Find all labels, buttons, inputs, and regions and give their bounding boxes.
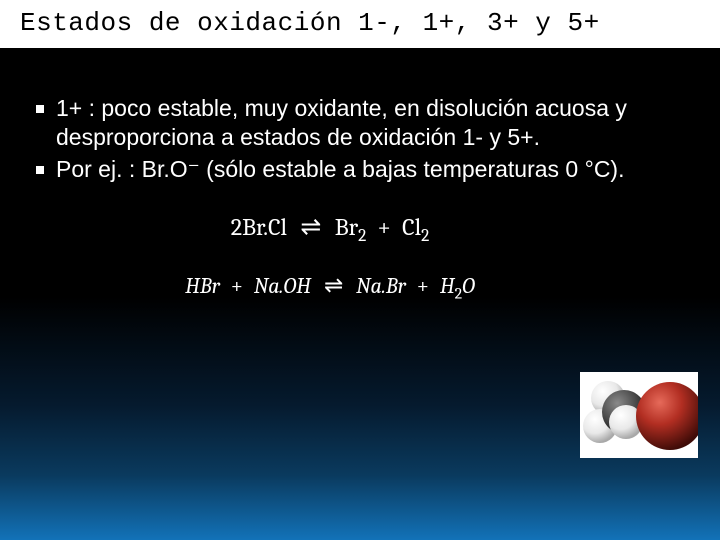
eq2-a: HBr xyxy=(185,273,220,299)
slide-title: Estados de oxidación 1-, 1+, 3+ y 5+ xyxy=(0,0,720,48)
eq2-c: Na.Br xyxy=(356,273,406,299)
eq1-rhs-a: Br xyxy=(335,213,358,241)
plus-icon: + xyxy=(411,273,435,299)
plus-icon: + xyxy=(372,213,397,241)
molecule-image xyxy=(580,372,698,458)
slide-content: 1+ : poco estable, muy oxidante, en diso… xyxy=(0,48,720,303)
eq1-rhs-b: Cl xyxy=(402,213,421,241)
eq2-d-o: O xyxy=(462,273,475,299)
bullet-item: 1+ : poco estable, muy oxidante, en diso… xyxy=(28,94,672,153)
equation-1: 2Br.Cl ⇌ Br2 + Cl2 xyxy=(0,212,672,246)
equilibrium-arrow-icon: ⇌ xyxy=(292,213,329,242)
equations-block: 2Br.Cl ⇌ Br2 + Cl2 HBr + Na.OH ⇌ Na.Br +… xyxy=(28,212,672,302)
equilibrium-arrow-icon: ⇌ xyxy=(316,272,351,299)
eq2-b: Na.OH xyxy=(254,273,311,299)
bullet-item: Por ej. : Br.O⁻ (sólo estable a bajas te… xyxy=(28,155,672,184)
plus-icon: + xyxy=(225,273,249,299)
eq2-d-sub: 2 xyxy=(455,285,462,303)
bullet-list: 1+ : poco estable, muy oxidante, en diso… xyxy=(28,94,672,184)
eq2-d-h: H xyxy=(440,273,455,299)
equation-2: HBr + Na.OH ⇌ Na.Br + H2O xyxy=(0,272,672,302)
eq1-rhs-a-sub: 2 xyxy=(358,226,366,246)
eq1-rhs-b-sub: 2 xyxy=(421,226,429,246)
eq1-lhs-species: Br.Cl xyxy=(242,213,287,241)
eq1-lhs-coef: 2 xyxy=(231,213,242,241)
